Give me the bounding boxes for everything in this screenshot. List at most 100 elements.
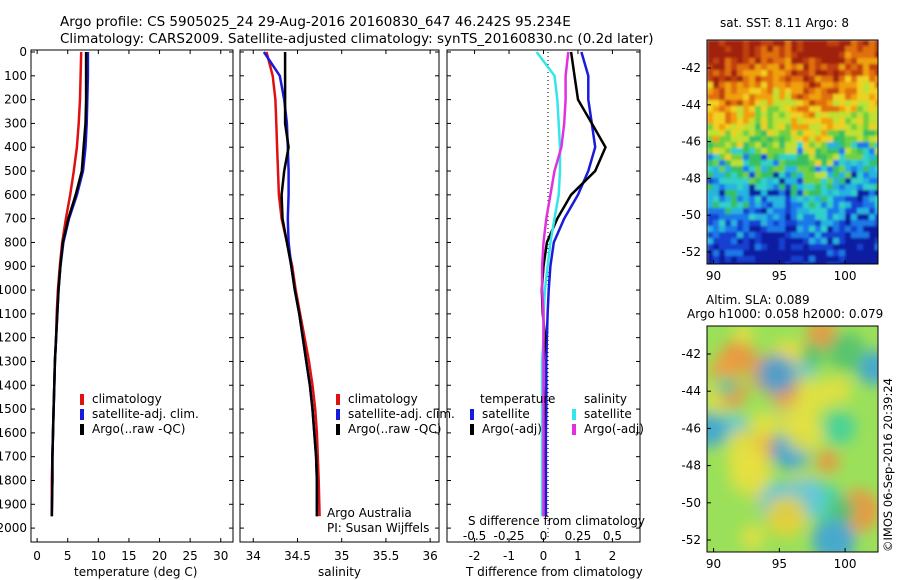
sst-cell xyxy=(761,100,768,107)
sst-cell xyxy=(791,160,798,167)
temperature-xlabel: temperature (deg C) xyxy=(74,565,198,579)
sst-cell xyxy=(821,190,828,197)
series-line xyxy=(50,51,83,517)
sst-cell xyxy=(797,52,804,59)
sst-cell xyxy=(719,82,726,89)
sst-cell xyxy=(749,220,756,227)
sst-cell xyxy=(785,76,792,83)
sst-cell xyxy=(725,244,732,251)
sst-cell xyxy=(809,76,816,83)
sst-cell xyxy=(773,142,780,149)
sst-cell xyxy=(857,148,864,155)
sst-cell xyxy=(863,250,870,257)
sst-cell xyxy=(839,214,846,221)
sst-cell xyxy=(737,40,744,47)
sst-cell xyxy=(779,76,786,83)
sst-cell xyxy=(839,238,846,245)
sst-cell xyxy=(785,64,792,71)
sst-cell xyxy=(809,136,816,143)
sst-cell xyxy=(707,208,714,215)
sst-cell xyxy=(803,82,810,89)
sst-cell xyxy=(743,76,750,83)
sst-cell xyxy=(755,76,762,83)
s-tick-label: 0.25 xyxy=(565,529,592,543)
sst-cell xyxy=(743,214,750,221)
sst-cell xyxy=(821,52,828,59)
sst-cell xyxy=(737,112,744,119)
legend-item-satellite: satellite xyxy=(470,407,542,422)
sst-cell xyxy=(713,124,720,131)
sst-cell xyxy=(821,88,828,95)
sst-cell xyxy=(833,154,840,161)
sst-cell xyxy=(857,232,864,239)
sst-cell xyxy=(797,256,804,263)
sst-cell xyxy=(725,52,732,59)
sst-cell xyxy=(809,40,816,47)
sst-cell xyxy=(743,118,750,125)
sst-cell xyxy=(773,58,780,65)
legend-item-satellite: satellite-adj. clim. xyxy=(80,407,199,422)
sst-cell xyxy=(779,94,786,101)
sst-cell xyxy=(767,64,774,71)
sst-cell xyxy=(725,184,732,191)
depth-axis: 0 100 200 300 400 500 600 700 800 900 1000 1100 1200… xyxy=(0,45,640,535)
sst-cell xyxy=(719,70,726,77)
sst-cell xyxy=(845,250,852,257)
sst-cell xyxy=(725,214,732,221)
sst-cell xyxy=(833,40,840,47)
sst-cell xyxy=(719,178,726,185)
sla-blob xyxy=(757,354,797,394)
x-tick-label: 34.5 xyxy=(284,549,311,563)
sst-cell xyxy=(869,64,876,71)
sst-cell xyxy=(851,58,858,65)
sst-cell xyxy=(827,106,834,113)
sst-cell xyxy=(845,244,852,251)
depth-tick-label: 1400 xyxy=(0,378,27,392)
sst-cell xyxy=(743,220,750,227)
sst-cell xyxy=(821,214,828,221)
sla-blob xyxy=(822,410,856,445)
sst-cell xyxy=(737,256,744,263)
sst-cell xyxy=(797,220,804,227)
sst-cell xyxy=(851,142,858,149)
sst-cell xyxy=(827,166,834,173)
sst-cell xyxy=(827,118,834,125)
sst-cell xyxy=(767,112,774,119)
sst-cell xyxy=(827,214,834,221)
sst-cell xyxy=(707,172,714,179)
sst-cell xyxy=(773,76,780,83)
sst-cell xyxy=(803,226,810,233)
depth-tick-label: 400 xyxy=(4,140,27,154)
sst-cell xyxy=(749,82,756,89)
sst-cell xyxy=(755,40,762,47)
sst-cell xyxy=(767,58,774,65)
sst-cell xyxy=(809,118,816,125)
sst-cell xyxy=(809,166,816,173)
sst-cell xyxy=(875,196,878,203)
sst-cell xyxy=(743,148,750,155)
sst-cell xyxy=(713,64,720,71)
sst-cell xyxy=(779,112,786,119)
sst-cell xyxy=(707,52,714,59)
sst-cell xyxy=(761,154,768,161)
sst-cell xyxy=(749,58,756,65)
sst-cell xyxy=(827,196,834,203)
sst-cell xyxy=(797,226,804,233)
sst-cell xyxy=(761,112,768,119)
imos-credit: ©IMOS 06-Sep-2016 20:39:24 xyxy=(881,378,895,552)
depth-tick-label: 1300 xyxy=(0,354,27,368)
sst-cell xyxy=(791,196,798,203)
sst-cell xyxy=(827,226,834,233)
sst-cell xyxy=(755,148,762,155)
sst-cell xyxy=(803,70,810,77)
lon-tick-label: 90 xyxy=(706,557,721,571)
x-tick-label: -1 xyxy=(503,549,515,563)
sst-cell xyxy=(803,52,810,59)
sst-cell xyxy=(815,172,822,179)
sst-cell xyxy=(767,148,774,155)
sst-cell xyxy=(797,118,804,125)
sst-cell xyxy=(731,214,738,221)
salinity-plot-frame xyxy=(239,49,440,543)
sst-cell xyxy=(785,166,792,173)
sst-cell xyxy=(857,214,864,221)
